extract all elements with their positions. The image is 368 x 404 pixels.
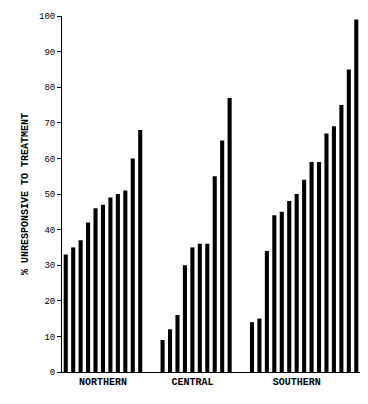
svg-text:100: 100 — [39, 12, 55, 22]
svg-text:0: 0 — [50, 368, 55, 378]
svg-text:CENTRAL: CENTRAL — [171, 377, 213, 388]
svg-text:60: 60 — [44, 155, 55, 165]
svg-text:40: 40 — [44, 226, 55, 236]
svg-text:% UNRESPONSIVE TO TREATMENT: % UNRESPONSIVE TO TREATMENT — [20, 113, 31, 275]
svg-text:NORTHERN: NORTHERN — [79, 377, 127, 388]
svg-text:20: 20 — [44, 297, 55, 307]
svg-text:10: 10 — [44, 333, 55, 343]
svg-text:SOUTHERN: SOUTHERN — [273, 377, 321, 388]
svg-text:90: 90 — [44, 48, 55, 58]
svg-text:50: 50 — [44, 190, 55, 200]
svg-text:80: 80 — [44, 83, 55, 93]
svg-text:30: 30 — [44, 261, 55, 271]
svg-text:70: 70 — [44, 119, 55, 129]
